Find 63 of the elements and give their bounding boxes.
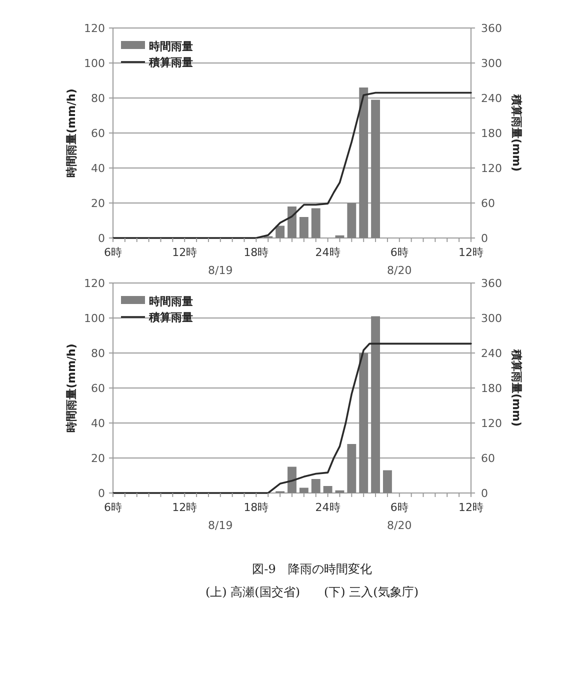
y2-tick-label: 300 [481, 312, 502, 325]
y-tick-label: 100 [84, 56, 105, 70]
y2-tick-label: 60 [481, 196, 495, 210]
x-tick-label: 6時 [390, 246, 408, 259]
y-tick-label: 80 [91, 346, 105, 360]
y2-tick-label: 360 [481, 22, 502, 35]
y2-tick-label: 180 [481, 126, 502, 140]
y2-tick-label: 300 [481, 56, 502, 70]
y-axis-title: 時間雨量(mm/h) [65, 88, 78, 178]
y-tick-label: 0 [98, 232, 105, 245]
y2-tick-label: 120 [481, 416, 502, 430]
bar [382, 470, 392, 493]
x-tick-label: 12時 [458, 246, 484, 259]
x-tick-label: 6時 [104, 246, 122, 259]
y2-tick-label: 0 [481, 232, 488, 245]
text: 8/20 [387, 264, 412, 277]
y2-tick-label: 0 [481, 486, 488, 500]
y-tick-label: 60 [91, 126, 105, 140]
bar [347, 444, 356, 493]
bar [323, 486, 332, 493]
x-tick-label: 6時 [390, 501, 408, 514]
bar [335, 490, 344, 493]
x-tick-label: 18時 [244, 501, 269, 514]
y-tick-label: 20 [91, 452, 105, 465]
x-tick-label: 12時 [172, 501, 198, 514]
legend-label: 積算雨量 [148, 56, 193, 69]
y2-axis-title: 積算雨量(mm) [510, 94, 523, 172]
y-tick-label: 60 [91, 382, 105, 395]
legend-label: 時間雨量 [149, 40, 193, 53]
y2-tick-label: 240 [481, 346, 502, 360]
y2-tick-label: 60 [481, 452, 495, 465]
x-tick-label: 24時 [315, 501, 340, 514]
x-tick-label: 18時 [244, 246, 269, 259]
text: 8/19 [208, 519, 233, 532]
text: (上) 高瀬(国交省) (下) 三入(気象庁) [205, 585, 419, 599]
x-tick-label: 12時 [172, 246, 198, 259]
bar [359, 353, 368, 493]
bar [311, 479, 320, 493]
y2-tick-label: 360 [481, 276, 502, 290]
x-tick-label: 12時 [458, 501, 484, 514]
y-tick-label: 80 [91, 92, 105, 105]
y-tick-label: 20 [91, 196, 105, 210]
y-tick-label: 0 [98, 486, 105, 500]
bar [288, 466, 296, 493]
y-tick-label: 40 [91, 416, 105, 430]
text: 図-9 降雨の時間変化 [252, 562, 372, 576]
y2-tick-label: 180 [481, 382, 502, 395]
y2-tick-label: 240 [481, 92, 502, 105]
y2-axis-title: 積算雨量(mm) [510, 348, 523, 426]
y-tick-label: 40 [91, 162, 105, 175]
bar [299, 488, 308, 493]
y-tick-label: 120 [84, 22, 105, 35]
legend-label: 積算雨量 [148, 310, 193, 324]
text: 8/20 [387, 519, 412, 532]
x-tick-label: 6時 [104, 501, 122, 514]
y-tick-label: 120 [84, 276, 105, 290]
y2-tick-label: 120 [481, 162, 502, 175]
x-tick-label: 24時 [315, 246, 340, 259]
bar [371, 316, 380, 493]
text: 8/19 [208, 264, 233, 277]
y-axis-title: 時間雨量(mm/h) [65, 344, 78, 432]
y-tick-label: 100 [84, 312, 105, 325]
legend-label: 時間雨量 [149, 294, 193, 308]
